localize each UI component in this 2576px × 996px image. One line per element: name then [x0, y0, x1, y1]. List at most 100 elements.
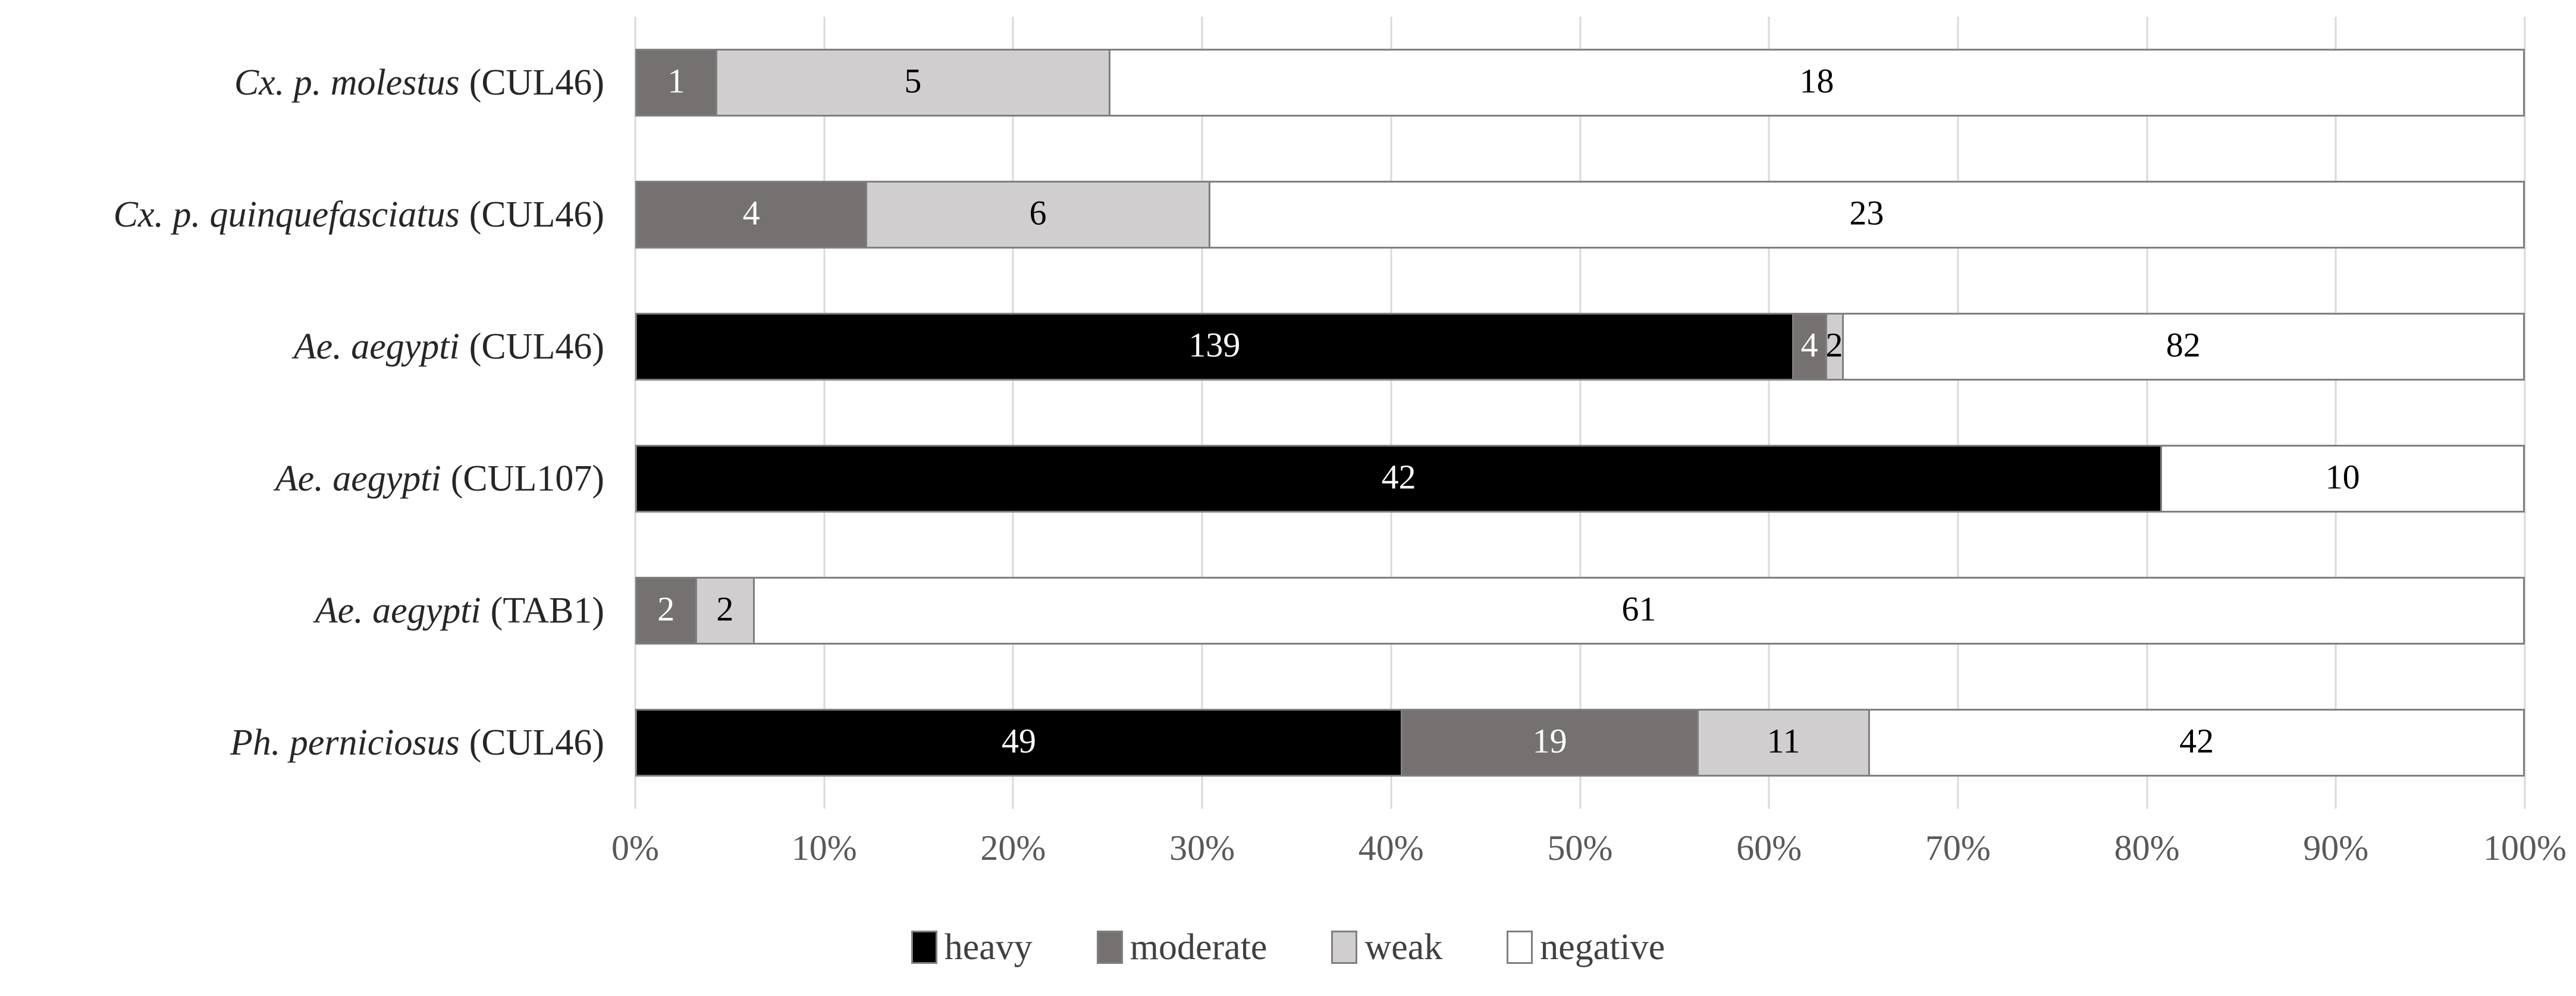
gridline-60 — [1768, 17, 1770, 809]
category-label: Ae. aegypti (CUL107) — [0, 413, 620, 545]
legend: heavy moderate weak negative — [0, 929, 2576, 966]
bar-segment-negative: 10 — [2160, 447, 2523, 511]
gridline-20 — [1012, 17, 1014, 809]
bar-segment-moderate: 19 — [1401, 711, 1698, 775]
category-label: Cx. p. molestus (CUL46) — [0, 17, 620, 149]
category-strain-code: (CUL46) — [469, 722, 604, 763]
bar-rows: 1 5 18 4 6 23 139 4 2 82 42 10 2 2 61 49 19 11 42 — [635, 17, 2525, 809]
bar-segment-weak: 5 — [716, 51, 1109, 115]
axis-tick-label: 80% — [2114, 828, 2180, 868]
segment-count-label: 1 — [667, 61, 685, 100]
bar-segment-heavy: 49 — [637, 711, 1401, 775]
category-species-name: Cx. p. quinquefasciatus — [113, 194, 460, 235]
segment-count-label: 23 — [1849, 193, 1884, 232]
bar-segment-heavy: 139 — [637, 315, 1792, 379]
category-label: Ae. aegypti (CUL46) — [0, 281, 620, 413]
gridline-50 — [1579, 17, 1581, 809]
category-species-name: Ae. aegypti — [293, 326, 460, 367]
axis-tick-label: 50% — [1547, 828, 1613, 868]
axis-tick-label: 30% — [1169, 828, 1235, 868]
segment-count-label: 42 — [2179, 721, 2214, 761]
legend-swatch-weak — [1331, 931, 1358, 964]
stacked-bar: 42 10 — [635, 445, 2525, 513]
gridline-30 — [1201, 17, 1203, 809]
category-strain-code: (TAB1) — [490, 590, 604, 631]
gridline-100 — [2524, 17, 2526, 809]
segment-count-label: 2 — [657, 589, 675, 629]
segment-count-label: 5 — [904, 61, 922, 100]
axis-tick-label: 40% — [1358, 828, 1424, 868]
bar-row: 42 10 — [635, 413, 2525, 545]
stacked-bar: 1 5 18 — [635, 49, 2525, 117]
legend-label: weak — [1364, 927, 1443, 967]
bar-segment-weak: 2 — [695, 579, 754, 643]
gridline-10 — [823, 17, 826, 809]
legend-label: negative — [1540, 927, 1665, 967]
segment-count-label: 4 — [742, 193, 760, 232]
stacked-bar: 49 19 11 42 — [635, 709, 2525, 777]
segment-count-label: 4 — [1800, 325, 1818, 365]
category-label: Cx. p. quinquefasciatus (CUL46) — [0, 149, 620, 281]
legend-item-negative: negative — [1507, 929, 1665, 966]
category-strain-code: (CUL46) — [469, 326, 604, 367]
axis-tick-label: 90% — [2303, 828, 2369, 868]
percent-axis: 0% 10% 20% 30% 40% 50% 60% 70% 80% 90% 100% — [611, 828, 2566, 875]
category-label: Ph. perniciosus (CUL46) — [0, 677, 620, 809]
axis-tick-label: 100% — [2483, 828, 2566, 868]
stacked-bar: 139 4 2 82 — [635, 313, 2525, 381]
bar-segment-negative: 42 — [1868, 711, 2523, 775]
gridline-80 — [2146, 17, 2148, 809]
segment-count-label: 139 — [1188, 325, 1241, 365]
bar-segment-moderate: 2 — [637, 579, 695, 643]
bar-segment-weak: 6 — [865, 183, 1209, 247]
legend-swatch-moderate — [1096, 931, 1123, 964]
legend-swatch-heavy — [911, 931, 937, 964]
axis-tick-label: 20% — [980, 828, 1046, 868]
category-species-name: Ae. aegypti — [315, 590, 481, 631]
axis-tick-label: 0% — [611, 828, 659, 868]
legend-item-moderate: moderate — [1096, 929, 1267, 966]
segment-count-label: 18 — [1799, 61, 1834, 100]
bar-row: 4 6 23 — [635, 149, 2525, 281]
bar-segment-negative: 18 — [1108, 51, 2523, 115]
legend-label: heavy — [944, 927, 1033, 967]
bar-segment-negative: 23 — [1208, 183, 2523, 247]
category-species-name: Ae. aegypti — [275, 458, 441, 499]
category-label: Ae. aegypti (TAB1) — [0, 545, 620, 677]
segment-count-label: 11 — [1767, 721, 1800, 761]
bar-segment-negative: 82 — [1841, 315, 2523, 379]
gridline-90 — [2335, 17, 2337, 809]
category-axis: Cx. p. molestus (CUL46) Cx. p. quinquefasc… — [0, 17, 620, 809]
segment-count-label: 2 — [716, 589, 734, 629]
bar-segment-moderate: 1 — [637, 51, 716, 115]
bar-segment-heavy: 42 — [637, 447, 2161, 511]
segment-count-label: 42 — [1381, 457, 1416, 497]
axis-tick-label: 10% — [791, 828, 857, 868]
bar-row: 139 4 2 82 — [635, 281, 2525, 413]
plot-area: 1 5 18 4 6 23 139 4 2 82 42 10 2 2 61 49 19 11 42 — [634, 17, 2526, 809]
category-strain-code: (CUL107) — [450, 458, 604, 499]
bar-segment-weak: 2 — [1825, 315, 1843, 379]
category-strain-code: (CUL46) — [469, 194, 604, 235]
legend-item-heavy: heavy — [911, 929, 1033, 966]
category-species-name: Ph. perniciosus — [230, 722, 460, 763]
axis-tick-label: 70% — [1925, 828, 1991, 868]
bar-row: 2 2 61 — [635, 545, 2525, 677]
category-strain-code: (CUL46) — [469, 62, 604, 103]
segment-count-label: 19 — [1532, 721, 1567, 761]
stacked-bar: 4 6 23 — [635, 181, 2525, 249]
gridline-0 — [634, 17, 636, 809]
segment-count-label: 2 — [1825, 325, 1843, 365]
bar-row: 49 19 11 42 — [635, 677, 2525, 809]
segment-count-label: 6 — [1029, 193, 1047, 232]
axis-tick-label: 60% — [1736, 828, 1802, 868]
segment-count-label: 82 — [2166, 325, 2201, 365]
legend-item-weak: weak — [1331, 929, 1442, 966]
bar-segment-weak: 11 — [1697, 711, 1869, 775]
segment-count-label: 49 — [1002, 721, 1037, 761]
legend-swatch-negative — [1507, 931, 1533, 964]
bar-segment-moderate: 4 — [1791, 315, 1825, 379]
gridline-70 — [1957, 17, 1959, 809]
bar-segment-moderate: 4 — [637, 183, 866, 247]
